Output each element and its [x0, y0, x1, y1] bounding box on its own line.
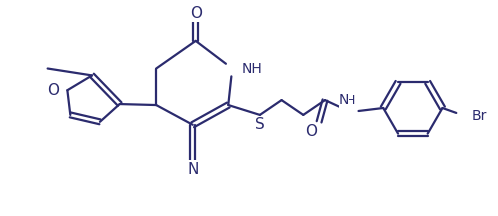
Text: O: O: [190, 6, 202, 21]
Text: H: H: [346, 95, 356, 109]
Text: N: N: [339, 93, 349, 107]
Text: N: N: [187, 162, 198, 177]
Text: O: O: [47, 83, 59, 98]
Text: O: O: [305, 124, 317, 139]
Text: N: N: [341, 95, 351, 109]
Text: NH: NH: [242, 62, 263, 76]
Text: S: S: [255, 117, 265, 132]
Text: Br: Br: [472, 109, 488, 123]
Text: H: H: [346, 94, 356, 107]
